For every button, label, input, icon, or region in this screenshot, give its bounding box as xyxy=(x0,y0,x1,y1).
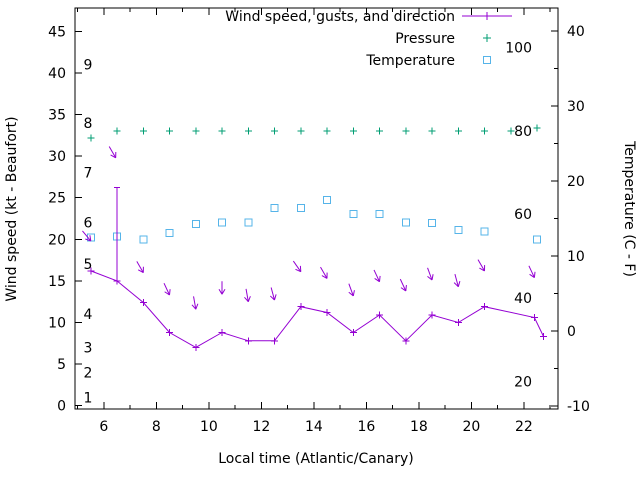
wind-direction-arrow xyxy=(348,283,355,297)
legend-label-wind: Wind speed, gusts, and direction xyxy=(225,9,455,25)
wind-direction-arrow xyxy=(399,278,407,292)
svg-text:40: 40 xyxy=(48,66,66,82)
wind-direction-arrow xyxy=(373,269,381,283)
svg-text:3: 3 xyxy=(84,340,93,356)
beaufort-scale-labels: 1 2 3 4 5 6 7 8 9 xyxy=(84,58,93,407)
x-axis-label: Local time (Atlantic/Canary) xyxy=(218,451,414,467)
wind-direction-arrow xyxy=(82,230,92,242)
wind-direction-arrow xyxy=(477,259,486,272)
svg-text:0: 0 xyxy=(57,399,66,415)
svg-text:20: 20 xyxy=(514,374,532,390)
pressure-series xyxy=(87,124,541,142)
legend-samples xyxy=(462,12,512,64)
wind-direction-arrow xyxy=(163,283,171,296)
wind-direction-arrow xyxy=(244,288,251,303)
svg-text:10: 10 xyxy=(200,419,218,435)
svg-text:6: 6 xyxy=(99,419,108,435)
svg-text:10: 10 xyxy=(48,315,66,331)
svg-text:30: 30 xyxy=(48,149,66,165)
svg-text:12: 12 xyxy=(252,419,270,435)
wind-direction-arrow xyxy=(191,296,199,310)
svg-text:35: 35 xyxy=(48,107,66,123)
y-axis-label-left: Wind speed (kt - Beaufort) xyxy=(4,116,20,301)
y-axis-label-right: Temperature (C - F) xyxy=(621,140,637,277)
svg-text:9: 9 xyxy=(84,58,93,74)
wind-speed-series xyxy=(87,267,548,351)
axis-ticks xyxy=(75,8,558,409)
svg-text:8: 8 xyxy=(84,116,93,132)
svg-text:22: 22 xyxy=(515,419,533,435)
svg-text:100: 100 xyxy=(505,41,532,57)
svg-text:80: 80 xyxy=(514,124,532,140)
wind-direction-arrows xyxy=(82,146,536,310)
wind-direction-arrow xyxy=(528,265,536,279)
plot-generated: 6 8 10 12 14 16 18 20 22051015202530354045-10010… xyxy=(48,7,590,435)
svg-text:1: 1 xyxy=(84,390,93,406)
svg-text:0: 0 xyxy=(567,324,576,340)
svg-text:5: 5 xyxy=(57,357,66,373)
wind-direction-arrow xyxy=(453,274,461,288)
wind-direction-arrow xyxy=(218,281,226,295)
svg-text:60: 60 xyxy=(514,207,532,223)
svg-text:20: 20 xyxy=(48,232,66,248)
wind-direction-arrow xyxy=(136,261,144,274)
wind-direction-arrow xyxy=(427,267,434,281)
svg-text:4: 4 xyxy=(84,307,93,323)
svg-text:6: 6 xyxy=(84,216,93,232)
svg-text:45: 45 xyxy=(48,24,66,40)
svg-text:-10: -10 xyxy=(567,399,590,415)
temperature-series xyxy=(86,195,541,244)
svg-text:30: 30 xyxy=(567,99,585,115)
svg-text:40: 40 xyxy=(567,24,585,40)
svg-text:5: 5 xyxy=(84,257,93,273)
wind-direction-arrow xyxy=(269,287,277,301)
axis-tick-labels: 6 8 10 12 14 16 18 20 22051015202530354045-10010… xyxy=(48,24,590,435)
svg-text:7: 7 xyxy=(84,166,93,182)
wind-direction-arrow xyxy=(292,260,302,273)
svg-text:8: 8 xyxy=(152,419,161,435)
wind-direction-arrow xyxy=(108,146,117,159)
legend-label-pressure: Pressure xyxy=(395,31,455,47)
gust-error-bars xyxy=(114,187,120,282)
svg-text:15: 15 xyxy=(48,274,66,290)
svg-text:10: 10 xyxy=(567,249,585,265)
svg-text:40: 40 xyxy=(514,291,532,307)
svg-text:20: 20 xyxy=(462,419,480,435)
svg-text:20: 20 xyxy=(567,174,585,190)
fahrenheit-scale-labels: 20 40 60 80 100 xyxy=(505,41,532,391)
plot-frame xyxy=(74,7,559,410)
svg-text:18: 18 xyxy=(410,419,428,435)
svg-text:16: 16 xyxy=(357,419,375,435)
svg-text:2: 2 xyxy=(84,365,93,381)
svg-text:25: 25 xyxy=(48,191,66,207)
wind-direction-arrow xyxy=(320,266,328,279)
svg-text:14: 14 xyxy=(305,419,323,435)
legend-label-temperature: Temperature xyxy=(365,53,455,69)
